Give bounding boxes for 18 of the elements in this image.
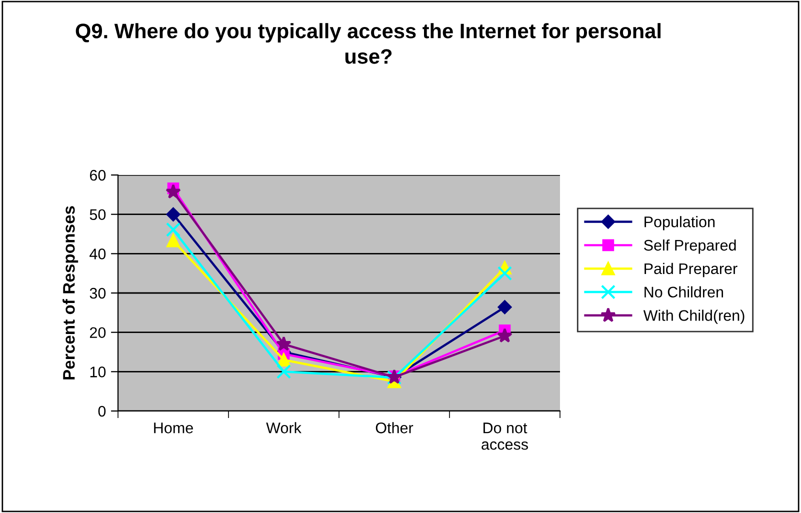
y-tick-label: 50 [90, 209, 106, 220]
x-tick-label: Home [154, 422, 193, 434]
y-tick-label: 20 [90, 327, 106, 338]
y-tick-label: 30 [90, 288, 106, 299]
chart-title: Q9. Where do you typically access the Internet for personal use? [76, 23, 660, 64]
legend-label: Paid Preparer [644, 262, 738, 278]
x-tick-label: Other [376, 422, 414, 434]
y-tick-label: 40 [90, 248, 106, 260]
y-axis-title: Percent of Responses [62, 206, 78, 380]
y-tick-label: 10 [90, 366, 106, 378]
legend-label: Self Prepared [644, 239, 736, 254]
y-tick-label: 60 [90, 170, 106, 181]
x-tick-label: Work [266, 422, 302, 434]
legend-label: Population [644, 216, 715, 230]
legend-label: With Child(ren) [643, 310, 744, 324]
y-tick-label: 0 [98, 406, 106, 417]
x-tick-label: Do not access [482, 422, 528, 450]
legend-label: No Children [644, 286, 724, 298]
